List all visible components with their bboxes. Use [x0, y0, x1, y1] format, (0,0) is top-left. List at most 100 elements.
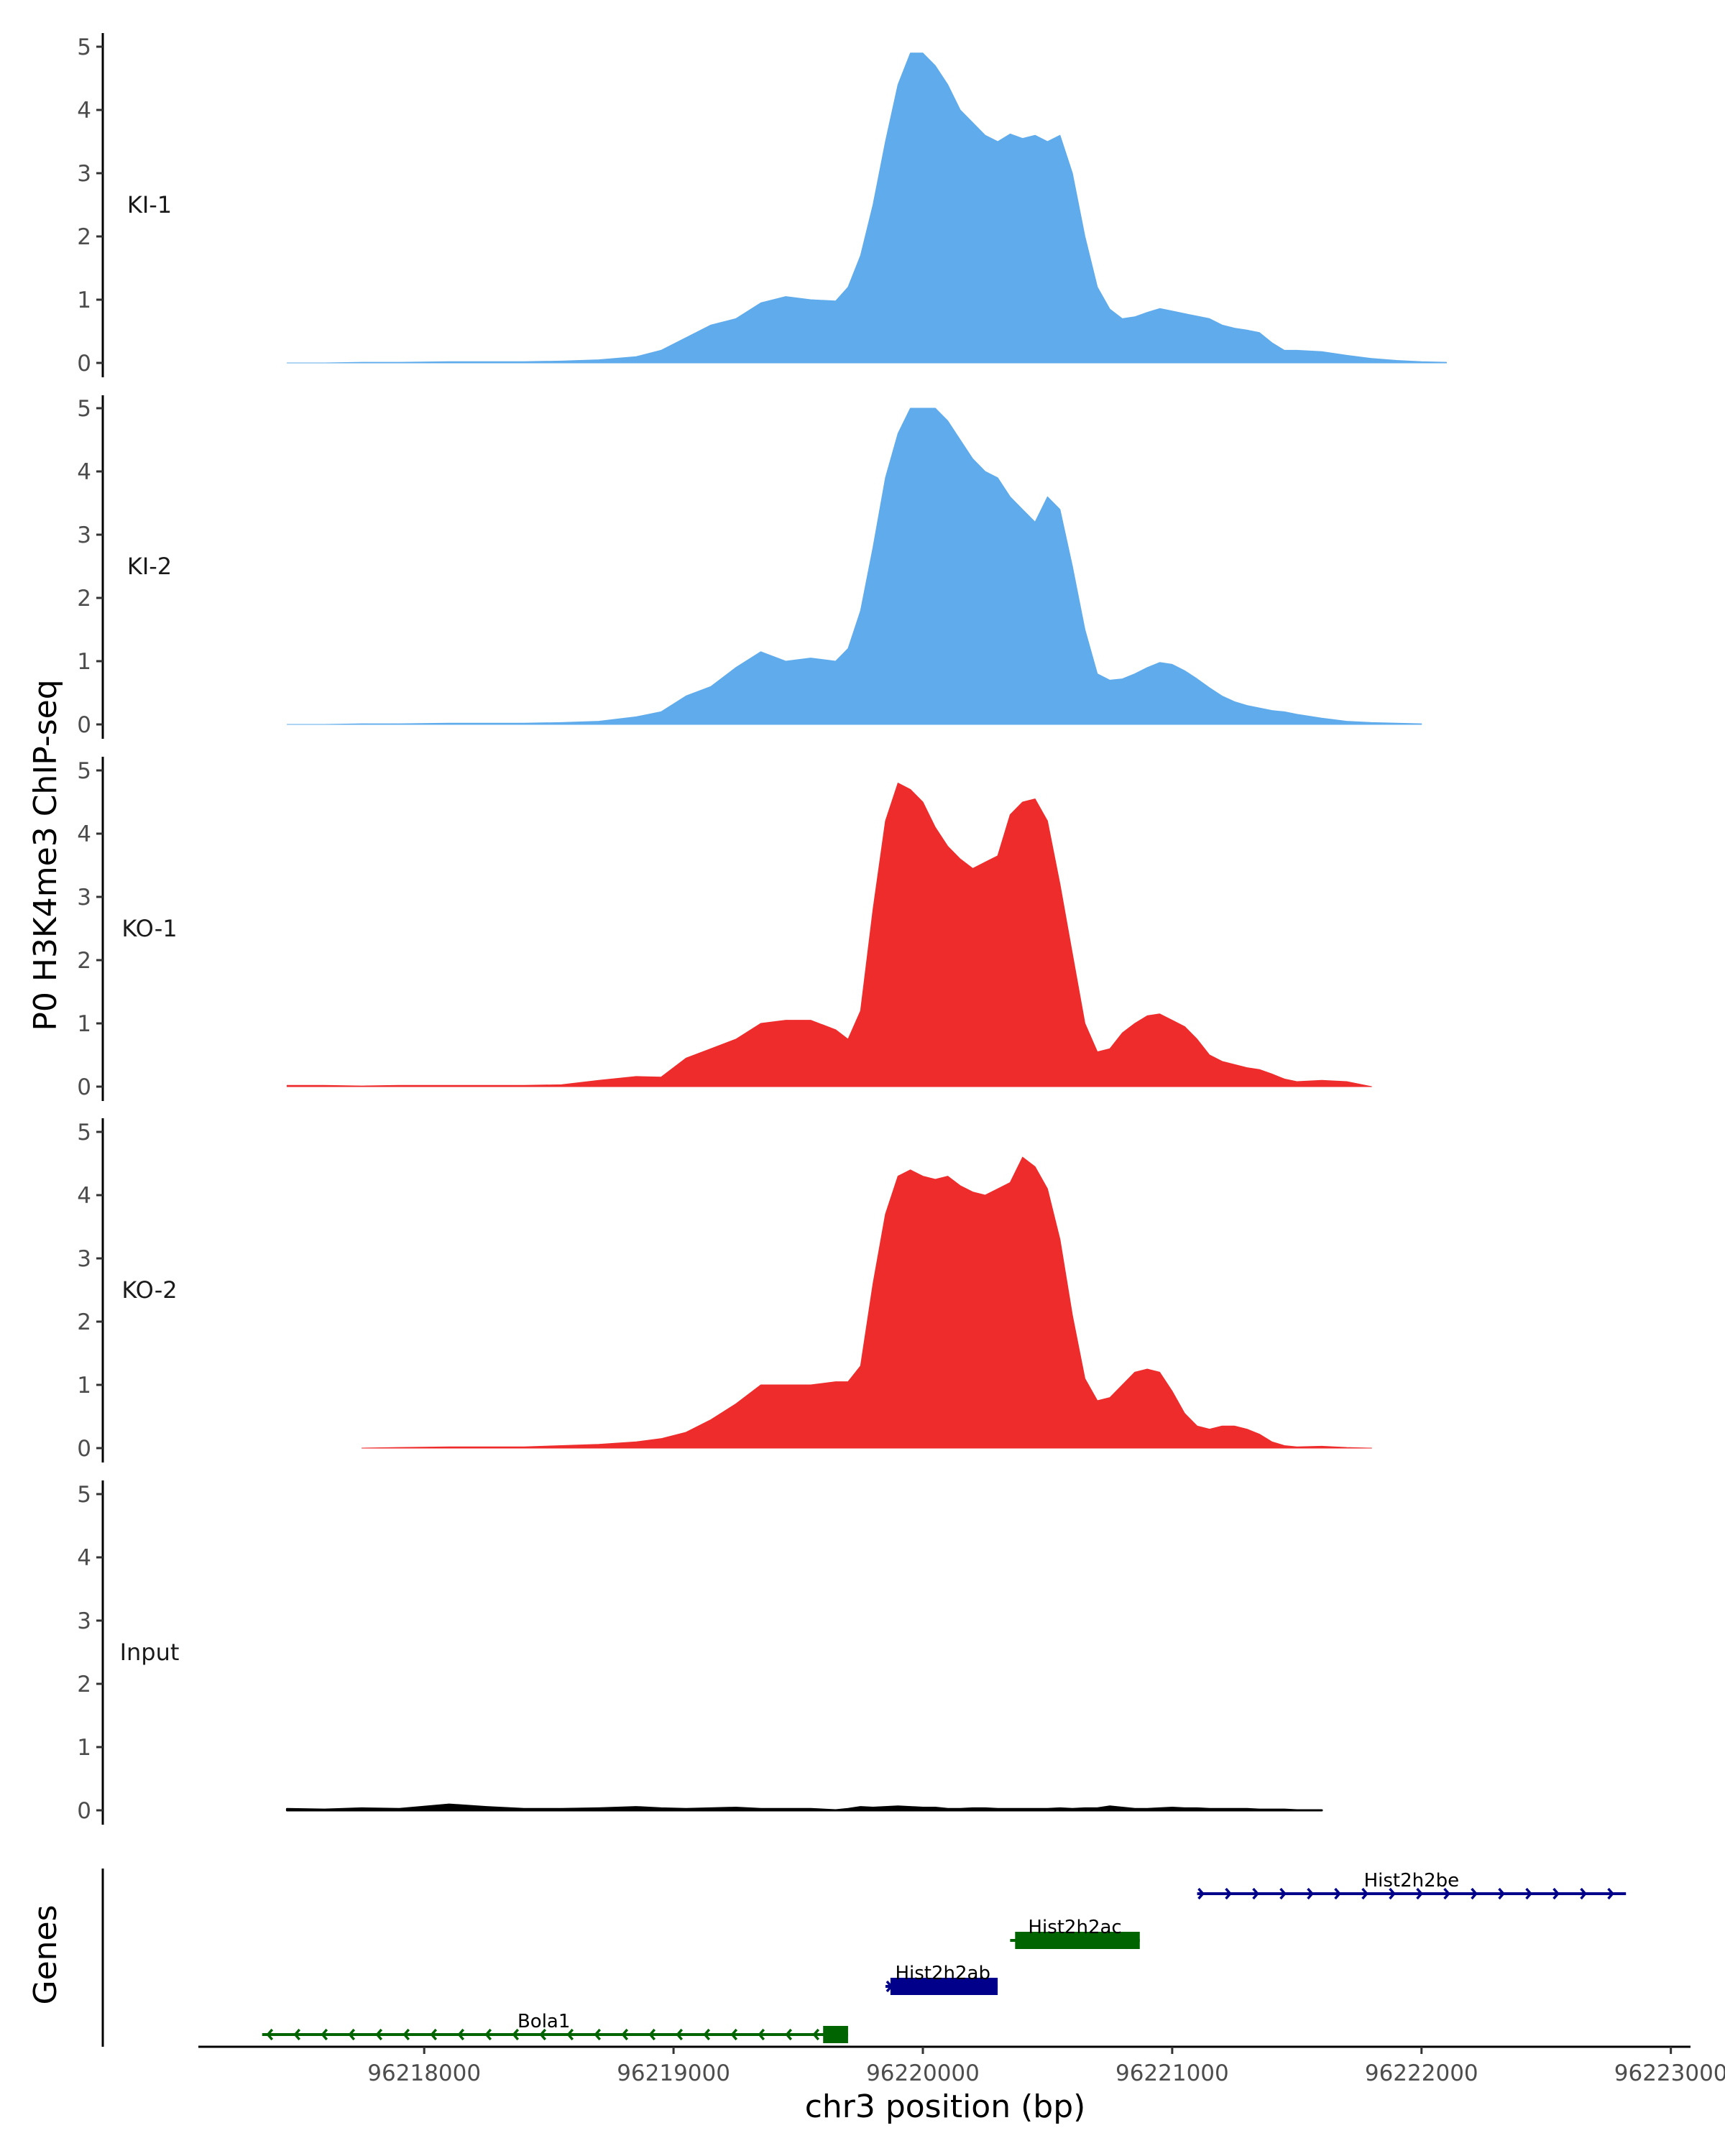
x-tick-label: 96218000 [367, 2060, 481, 2086]
strand-arrow [321, 2028, 328, 2041]
y-tick-label: 2 [77, 224, 91, 250]
strand-arrow [1607, 1887, 1614, 1900]
x-tick-label: 96223000 [1614, 2060, 1725, 2086]
gene-label: Hist2h2ab [895, 1963, 990, 1984]
track-ko-1: 0 1 2 3 4 5 KO-1 [77, 757, 1372, 1101]
y-tick-label: 2 [77, 1672, 91, 1697]
exon [823, 2026, 848, 2043]
strand-arrow [293, 2028, 301, 2041]
strand-arrow [375, 2028, 383, 2041]
y-tick-label: 1 [77, 1735, 91, 1761]
y-tick-label: 4 [77, 1183, 91, 1209]
y-tick-label: 0 [77, 1436, 91, 1462]
y-tick-label: 3 [77, 1608, 91, 1634]
strand-arrow [348, 2028, 356, 2041]
strand-arrow [1279, 1887, 1287, 1900]
y-tick-label: 5 [77, 758, 91, 784]
x-tick-label: 96220000 [866, 2060, 980, 2086]
y-tick-label: 4 [77, 459, 91, 485]
strand-arrow [594, 2028, 602, 2041]
x-tick-label: 96221000 [1116, 2060, 1229, 2086]
y-tick-label: 2 [77, 586, 91, 612]
gene-label: Hist2h2be [1364, 1870, 1460, 1892]
track-input: 0 1 2 3 4 5 Input [77, 1480, 1323, 1825]
gene-hist2h2ab: Hist2h2ab [885, 1963, 998, 1995]
coverage-tracks: 0 1 2 3 4 5 KI-1 0 1 2 3 4 5 KI-2 0 1 2 3 4 5 KO-1 0 1 2 3 4 5 KO-2… [77, 33, 1447, 1825]
gene-bola1: Bola1 [262, 2011, 848, 2043]
y-tick-label: 1 [77, 649, 91, 675]
track-label: KO-2 [121, 1276, 177, 1304]
y-tick-label: 1 [77, 1373, 91, 1399]
strand-arrow [484, 2028, 492, 2041]
y-tick-label: 5 [77, 34, 91, 60]
x-tick-label: 96222000 [1365, 2060, 1478, 2086]
gene-label: Hist2h2ac [1028, 1917, 1121, 1938]
track-ko-2: 0 1 2 3 4 5 KO-2 [77, 1118, 1372, 1462]
strand-arrow [1197, 1887, 1205, 1900]
coverage-area [362, 1156, 1372, 1449]
y-tick-label: 2 [77, 1309, 91, 1335]
strand-arrow [402, 2028, 410, 2041]
strand-arrow [648, 2028, 656, 2041]
x-tick-label: 96219000 [617, 2060, 730, 2086]
strand-arrow [539, 2028, 547, 2041]
strand-arrow [812, 2028, 820, 2041]
coverage-area [285, 1803, 1323, 1812]
strand-arrow [758, 2028, 765, 2041]
gene-hist2h2ac: Hist2h2ac [1010, 1917, 1140, 1949]
y-tick-label: 1 [77, 287, 91, 313]
exon [890, 1978, 998, 1995]
strand-arrow [1525, 1887, 1532, 1900]
y-tick-label: 5 [77, 1120, 91, 1146]
track-label: Input [120, 1639, 180, 1666]
coverage-area [286, 783, 1372, 1087]
gene-hist2h2be: Hist2h2be [1197, 1870, 1627, 1900]
strand-arrow [785, 2028, 793, 2041]
x-axis-title: chr3 position (bp) [805, 2088, 1086, 2125]
strand-arrow [430, 2028, 438, 2041]
y-tick-label: 1 [77, 1011, 91, 1037]
y-tick-label: 2 [77, 948, 91, 974]
exon [1015, 1932, 1140, 1949]
y-tick-label: 5 [77, 396, 91, 422]
y-axis-title: P0 H3K4me3 ChIP-seq [27, 679, 64, 1031]
strand-arrow [1252, 1887, 1259, 1900]
strand-arrow [703, 2028, 711, 2041]
strand-arrow [457, 2028, 465, 2041]
strand-arrow [266, 2028, 274, 2041]
strand-arrow [676, 2028, 684, 2041]
gene-label: Bola1 [518, 2011, 570, 2032]
y-tick-label: 3 [77, 1246, 91, 1272]
strand-arrow [621, 2028, 629, 2041]
y-tick-label: 5 [77, 1482, 91, 1508]
strand-arrow [1389, 1887, 1396, 1900]
strand-arrow [512, 2028, 520, 2041]
strand-arrow [1580, 1887, 1587, 1900]
strand-arrow [1443, 1887, 1450, 1900]
strand-arrow [1225, 1887, 1232, 1900]
y-tick-label: 4 [77, 98, 91, 124]
y-tick-label: 0 [77, 1074, 91, 1100]
strand-arrow [730, 2028, 738, 2041]
track-label: KO-1 [121, 915, 177, 942]
track-ki-2: 0 1 2 3 4 5 KI-2 [77, 395, 1422, 739]
coverage-area [286, 407, 1422, 725]
x-axis: 96218000 96219000 96220000 96221000 96222000… [198, 2045, 1725, 2086]
strand-arrow [1552, 1887, 1560, 1900]
strand-arrow [1334, 1887, 1341, 1900]
coverage-area [286, 52, 1447, 364]
y-tick-label: 0 [77, 351, 91, 377]
strand-arrow [566, 2028, 574, 2041]
track-label: KI-2 [127, 553, 172, 580]
genes-axis-title: Genes [27, 1904, 64, 2004]
strand-arrow [1471, 1887, 1478, 1900]
strand-arrow [1361, 1887, 1368, 1900]
y-tick-label: 0 [77, 712, 91, 738]
y-tick-label: 3 [77, 161, 91, 187]
track-ki-1: 0 1 2 3 4 5 KI-1 [77, 33, 1447, 377]
y-tick-label: 4 [77, 821, 91, 847]
y-tick-label: 3 [77, 885, 91, 911]
track-label: KI-1 [127, 191, 172, 218]
y-tick-label: 4 [77, 1545, 91, 1571]
